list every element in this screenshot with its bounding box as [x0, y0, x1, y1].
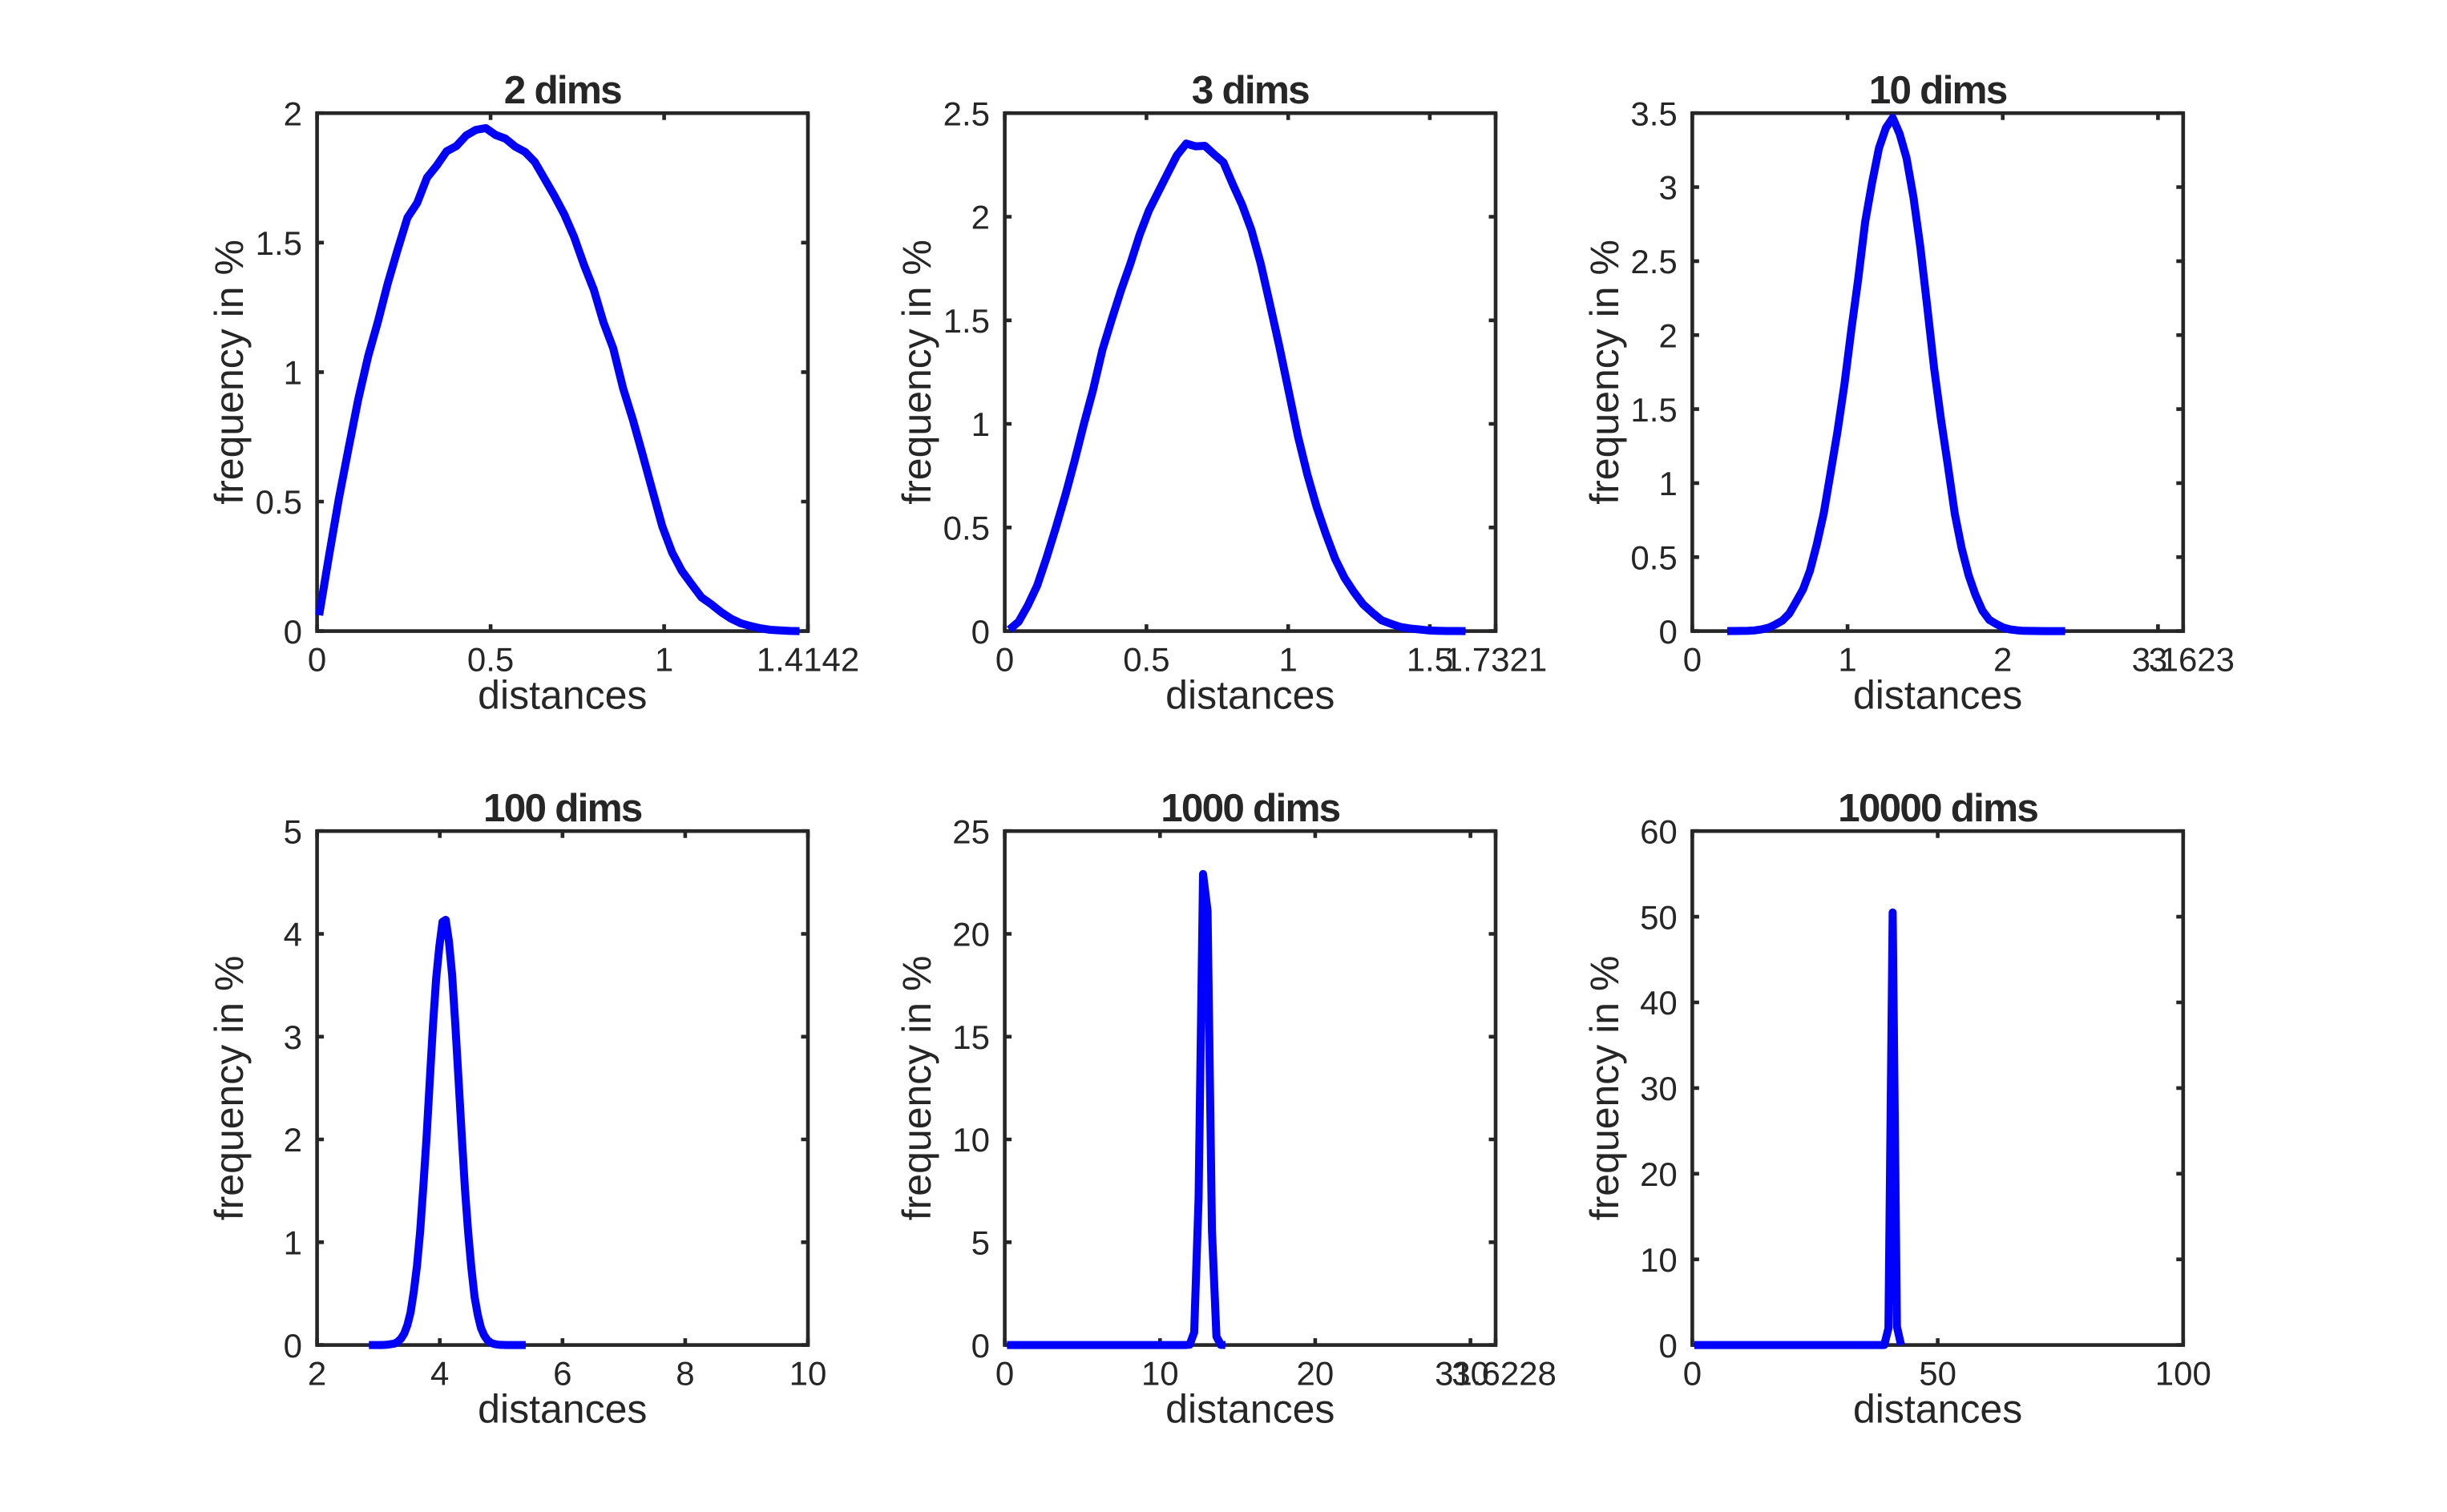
svg-text:20: 20: [1640, 1155, 1678, 1193]
svg-text:distances: distances: [1165, 1386, 1335, 1431]
svg-text:distances: distances: [1853, 1386, 2022, 1431]
svg-text:1.5: 1.5: [943, 302, 990, 340]
svg-text:3.1623: 3.1623: [2132, 641, 2235, 679]
svg-text:frequency in %: frequency in %: [1582, 956, 1627, 1221]
svg-text:0.5: 0.5: [943, 510, 990, 547]
svg-text:3: 3: [2149, 641, 2167, 679]
svg-text:1: 1: [1838, 641, 1856, 679]
svg-text:10 dims: 10 dims: [1869, 68, 2007, 112]
svg-text:3: 3: [284, 1018, 302, 1056]
svg-text:distances: distances: [1853, 672, 2022, 717]
svg-text:50: 50: [1640, 898, 1678, 936]
svg-text:distances: distances: [478, 1386, 647, 1431]
svg-text:1000 dims: 1000 dims: [1161, 786, 1339, 830]
svg-text:0: 0: [1683, 1355, 1702, 1393]
svg-text:10: 10: [952, 1121, 990, 1159]
svg-text:distances: distances: [1165, 672, 1335, 717]
svg-text:1: 1: [1279, 641, 1298, 679]
svg-text:1: 1: [284, 1224, 302, 1262]
svg-text:0: 0: [995, 1355, 1014, 1393]
svg-text:10: 10: [789, 1355, 827, 1393]
svg-text:frequency in %: frequency in %: [207, 240, 252, 505]
svg-text:0.5: 0.5: [1630, 539, 1677, 577]
svg-text:3 dims: 3 dims: [1192, 68, 1309, 112]
svg-text:0: 0: [971, 1327, 990, 1365]
svg-text:40: 40: [1640, 984, 1678, 1022]
svg-text:20: 20: [952, 916, 990, 954]
svg-text:2: 2: [284, 95, 302, 132]
svg-text:30: 30: [1452, 1355, 1489, 1393]
svg-text:2 dims: 2 dims: [504, 68, 621, 112]
svg-text:frequency in %: frequency in %: [894, 956, 939, 1221]
svg-text:1: 1: [1658, 465, 1677, 502]
svg-text:0.5: 0.5: [256, 483, 302, 521]
svg-text:100: 100: [2155, 1355, 2211, 1393]
svg-text:2.5: 2.5: [943, 95, 990, 132]
svg-text:25: 25: [952, 812, 990, 850]
svg-text:0: 0: [1683, 641, 1702, 679]
svg-text:6: 6: [553, 1355, 571, 1393]
svg-text:1: 1: [655, 641, 673, 679]
svg-text:1.5: 1.5: [1630, 391, 1677, 429]
svg-text:10: 10: [1141, 1355, 1179, 1393]
svg-text:0: 0: [1658, 613, 1677, 651]
svg-text:5: 5: [284, 812, 302, 850]
svg-text:15: 15: [952, 1018, 990, 1056]
svg-text:1.4142: 1.4142: [757, 641, 859, 679]
svg-text:1: 1: [284, 354, 302, 392]
svg-text:5: 5: [971, 1224, 990, 1262]
svg-text:4: 4: [284, 916, 302, 954]
svg-text:30: 30: [1640, 1070, 1678, 1107]
svg-text:1.7321: 1.7321: [1444, 641, 1547, 679]
svg-text:2: 2: [1993, 641, 2012, 679]
svg-text:0: 0: [308, 641, 326, 679]
svg-text:1: 1: [971, 405, 990, 443]
svg-text:2: 2: [308, 1355, 326, 1393]
svg-text:2: 2: [284, 1121, 302, 1159]
svg-text:31.6228: 31.6228: [1435, 1355, 1557, 1393]
svg-text:0: 0: [1658, 1327, 1677, 1365]
svg-text:2: 2: [1658, 317, 1677, 354]
svg-text:frequency in %: frequency in %: [207, 956, 252, 1221]
svg-text:100 dims: 100 dims: [483, 786, 642, 830]
svg-text:50: 50: [1919, 1355, 1956, 1393]
svg-text:0: 0: [995, 641, 1014, 679]
svg-text:frequency in %: frequency in %: [894, 240, 939, 505]
svg-text:4: 4: [430, 1355, 449, 1393]
svg-text:2: 2: [971, 199, 990, 236]
svg-text:0.5: 0.5: [1123, 641, 1169, 679]
svg-text:frequency in %: frequency in %: [1582, 240, 1627, 505]
svg-text:0: 0: [284, 613, 302, 651]
svg-text:0: 0: [971, 613, 990, 651]
svg-text:0: 0: [284, 1327, 302, 1365]
svg-text:0.5: 0.5: [467, 641, 514, 679]
svg-text:60: 60: [1640, 812, 1678, 850]
svg-text:3: 3: [1658, 169, 1677, 207]
svg-text:20: 20: [1297, 1355, 1335, 1393]
svg-text:8: 8: [676, 1355, 694, 1393]
svg-text:10: 10: [1640, 1241, 1678, 1279]
svg-text:1.5: 1.5: [256, 224, 302, 262]
svg-text:1.5: 1.5: [1407, 641, 1453, 679]
svg-text:distances: distances: [478, 672, 647, 717]
svg-text:2.5: 2.5: [1630, 243, 1677, 280]
svg-text:10000 dims: 10000 dims: [1838, 786, 2037, 830]
svg-text:3.5: 3.5: [1630, 95, 1677, 132]
